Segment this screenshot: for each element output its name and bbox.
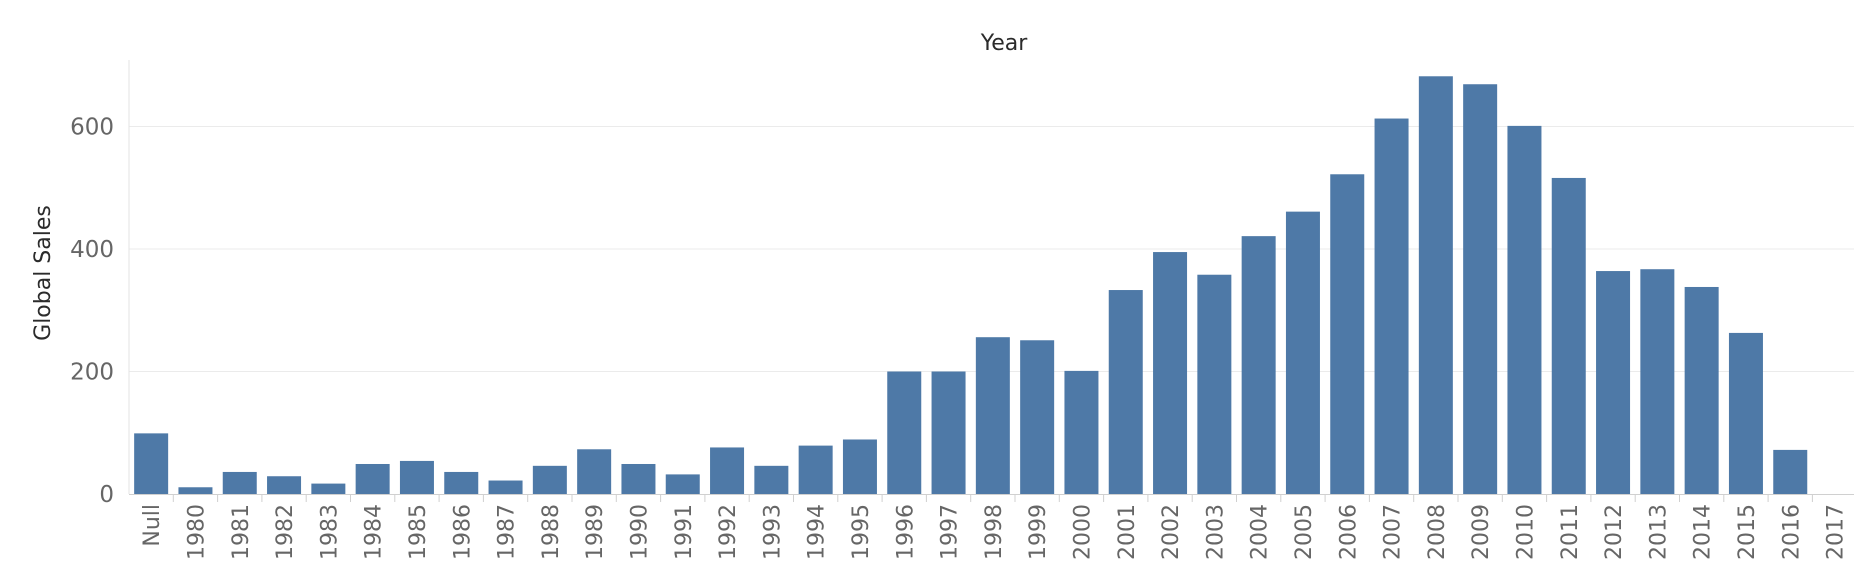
x-tick-label: 2014 bbox=[1691, 504, 1716, 560]
x-tick-label: 1999 bbox=[1026, 504, 1051, 560]
x-tick-label: 1998 bbox=[982, 504, 1007, 560]
y-tick-label: 200 bbox=[70, 360, 114, 386]
x-tick-label: 1984 bbox=[362, 504, 387, 560]
bar-2005 bbox=[1285, 211, 1320, 494]
bar-2012 bbox=[1596, 271, 1631, 494]
bar-2009 bbox=[1463, 84, 1498, 495]
bar-1987 bbox=[488, 480, 523, 494]
x-tick-label: 2008 bbox=[1425, 504, 1450, 560]
x-tick-label: 1992 bbox=[716, 504, 741, 560]
x-tick-label: 1993 bbox=[760, 504, 785, 560]
x-tick-label: 2017 bbox=[1824, 504, 1849, 560]
bar-2008 bbox=[1418, 76, 1453, 495]
bar-1999 bbox=[1020, 340, 1055, 494]
x-tick-label: 2003 bbox=[1203, 504, 1228, 560]
x-tick-label: 2006 bbox=[1336, 504, 1361, 560]
bar-2003 bbox=[1197, 274, 1232, 494]
bar-1982 bbox=[267, 476, 302, 494]
x-tick-label: 2016 bbox=[1779, 504, 1804, 560]
y-tick-label: 0 bbox=[99, 482, 114, 508]
bar-2002 bbox=[1153, 252, 1188, 494]
bar-1995 bbox=[842, 439, 877, 494]
y-axis-ticks: 0 200 400 600 bbox=[70, 115, 114, 509]
bar-1990 bbox=[621, 463, 656, 494]
bar-1981 bbox=[222, 471, 257, 494]
x-tick-label: 1989 bbox=[583, 504, 608, 560]
x-tick-label: 1988 bbox=[539, 504, 564, 560]
bar-2001 bbox=[1108, 290, 1143, 494]
chart-title: Year bbox=[980, 31, 1029, 56]
bar-1986 bbox=[444, 471, 479, 494]
x-tick-label: 1994 bbox=[805, 504, 830, 560]
x-axis-ticks: Null 1980 1981 1982 1983 1984 1985 1986 1987 1988… bbox=[140, 504, 1848, 560]
x-tick-label: 1991 bbox=[672, 504, 697, 560]
x-tick-label: 2013 bbox=[1646, 504, 1671, 560]
bar-2007 bbox=[1374, 118, 1409, 494]
bar-1985 bbox=[399, 460, 434, 494]
x-tick-label: 2012 bbox=[1602, 504, 1627, 560]
x-tick-label: 1982 bbox=[273, 504, 298, 560]
bar-2011 bbox=[1551, 177, 1586, 494]
bar-1989 bbox=[577, 449, 612, 494]
x-tick-label: 2015 bbox=[1735, 504, 1760, 560]
bar-2006 bbox=[1330, 174, 1365, 494]
axes bbox=[128, 60, 1854, 502]
bar-1993 bbox=[754, 465, 789, 494]
y-tick-label: 400 bbox=[70, 237, 114, 263]
bar-1984 bbox=[355, 463, 390, 494]
bar-1994 bbox=[798, 445, 833, 494]
x-tick-label: 2011 bbox=[1558, 504, 1583, 560]
bar-2014 bbox=[1684, 286, 1719, 494]
x-tick-label: 1986 bbox=[450, 504, 475, 560]
bar-1980 bbox=[178, 487, 213, 494]
x-tick-label: 2010 bbox=[1513, 504, 1538, 560]
bar-1997 bbox=[931, 371, 966, 494]
x-tick-label: 1996 bbox=[893, 504, 918, 560]
x-tick-label: 1987 bbox=[495, 504, 520, 560]
bar-2010 bbox=[1507, 125, 1542, 494]
x-tick-label: 1997 bbox=[938, 504, 963, 560]
y-tick-label: 600 bbox=[70, 115, 114, 141]
x-tick-label: 2002 bbox=[1159, 504, 1184, 560]
bar-2013 bbox=[1640, 269, 1675, 494]
x-tick-label: 2005 bbox=[1292, 504, 1317, 560]
y-axis-title: Global Sales bbox=[31, 205, 56, 341]
x-tick-label: 1995 bbox=[849, 504, 874, 560]
bar-1991 bbox=[665, 474, 700, 494]
bar-1983 bbox=[311, 483, 346, 494]
x-tick-label: 1981 bbox=[229, 504, 254, 560]
bar-1992 bbox=[710, 447, 745, 494]
x-tick-label: 2001 bbox=[1115, 504, 1140, 560]
gridlines bbox=[129, 126, 1854, 372]
bar-1996 bbox=[887, 371, 922, 494]
x-tick-label: 2007 bbox=[1381, 504, 1406, 560]
bar-1998 bbox=[975, 337, 1010, 494]
x-tick-label: 2004 bbox=[1248, 504, 1273, 560]
bar-2016 bbox=[1773, 449, 1808, 494]
x-tick-label: 1983 bbox=[317, 504, 342, 560]
x-tick-label: 2009 bbox=[1469, 504, 1494, 560]
bar-Null bbox=[134, 433, 169, 494]
bar-1988 bbox=[532, 465, 567, 494]
bar-2004 bbox=[1241, 236, 1276, 494]
x-tick-label: 2000 bbox=[1070, 504, 1095, 560]
bar-2000 bbox=[1064, 370, 1099, 494]
x-tick-label: 1980 bbox=[184, 504, 209, 560]
x-tick-label: 1985 bbox=[406, 504, 431, 560]
x-tick-label: Null bbox=[140, 504, 165, 547]
x-tick-label: 1990 bbox=[627, 504, 652, 560]
bars bbox=[134, 76, 1808, 495]
bar-2015 bbox=[1728, 332, 1763, 494]
